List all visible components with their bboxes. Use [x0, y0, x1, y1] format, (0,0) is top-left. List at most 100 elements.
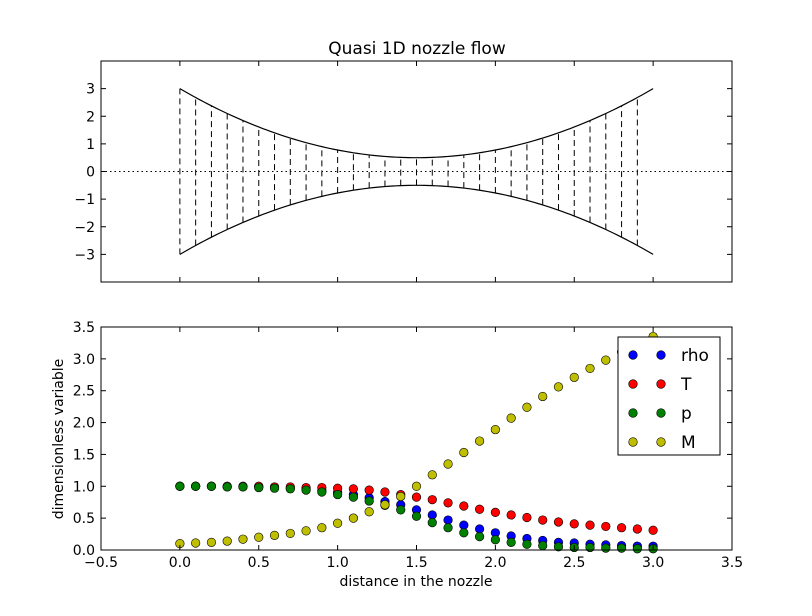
data-point-p [632, 544, 642, 554]
data-point-M [348, 513, 359, 523]
data-point-rho [443, 515, 453, 525]
legend-entry-rho: rho [628, 346, 709, 366]
data-point-p [269, 483, 280, 493]
flow-axes-ticks: 0.00.51.01.52.02.53.03.5−0.5 0.0 0.5 1.0 1.5… [73, 320, 743, 571]
data-point-M [333, 518, 343, 528]
nozzle-plot-area [101, 88, 732, 255]
data-point-p [538, 540, 548, 551]
data-point-T [553, 517, 564, 527]
data-point-M [206, 537, 217, 547]
data-point-p [601, 543, 611, 553]
x-tick-label: 1.0 [326, 555, 348, 571]
data-point-T [443, 498, 453, 508]
y-tick-label: −3 [74, 247, 95, 263]
data-point-M [475, 436, 485, 446]
data-point-p [222, 482, 232, 492]
y-tick-label: 1.0 [73, 479, 95, 495]
data-point-T [569, 519, 579, 529]
data-point-p [490, 535, 500, 545]
data-point-rho [459, 520, 469, 530]
x-tick-label: 0.5 [248, 555, 270, 571]
data-point-M [317, 523, 327, 533]
y-tick-label: 0.0 [73, 543, 95, 559]
y-tick-label: 2.0 [73, 416, 95, 432]
x-tick-label: 3.5 [721, 555, 743, 571]
x-tick-label: 3.0 [642, 555, 664, 571]
data-point-rho [427, 510, 437, 520]
data-point-M [427, 470, 437, 480]
x-axis-label: distance in the nozzle [339, 574, 492, 590]
data-point-M [396, 491, 406, 502]
data-point-M [269, 530, 280, 540]
y-tick-label: 2 [86, 109, 95, 125]
data-point-M [522, 402, 532, 412]
x-tick-label: 0.0 [169, 555, 191, 571]
data-point-p [506, 537, 516, 547]
y-tick-label: −2 [74, 220, 95, 236]
legend-entry-p: p [628, 404, 692, 424]
y-tick-label: 3 [86, 82, 95, 98]
data-point-T [506, 510, 516, 520]
data-point-p [175, 481, 185, 491]
data-point-M [443, 459, 453, 469]
data-point-p [191, 481, 201, 491]
legend-marker [656, 437, 666, 447]
data-point-p [285, 484, 295, 494]
data-point-M [490, 424, 500, 435]
data-point-p [616, 543, 627, 553]
data-point-M [301, 526, 311, 536]
x-tick-label: −0.5 [84, 555, 118, 571]
legend-marker [628, 408, 638, 418]
data-point-T [348, 484, 359, 494]
data-point-p [254, 482, 264, 493]
y-tick-label: −1 [74, 192, 95, 208]
data-point-T [459, 501, 469, 511]
legend-entry-T: T [628, 375, 692, 395]
data-point-p [522, 539, 532, 549]
y-tick-label: 2.5 [73, 384, 95, 400]
data-point-p [333, 489, 343, 500]
data-point-T [632, 524, 642, 534]
data-point-M [553, 382, 564, 392]
data-point-p [459, 528, 469, 538]
data-point-M [364, 507, 374, 517]
data-point-rho [475, 524, 485, 534]
data-point-p [317, 487, 327, 497]
data-point-p [475, 532, 485, 542]
legend-label: M [681, 433, 696, 453]
data-point-T [585, 520, 595, 530]
data-point-p [348, 492, 359, 502]
data-point-p [206, 481, 217, 491]
data-point-M [459, 447, 469, 458]
data-point-M [222, 536, 232, 546]
data-point-p [553, 542, 564, 552]
chart-title: Quasi 1D nozzle flow [328, 39, 506, 59]
nozzle-geometry-panel: Quasi 1D nozzle flow −3 −2 −1 0 1 2 3 [74, 39, 733, 283]
data-point-M [585, 363, 595, 374]
data-point-T [411, 492, 422, 502]
flow-variables-panel: 0.00.51.01.52.02.53.03.5−0.5 0.0 0.5 1.0 1.5… [51, 320, 743, 590]
nozzle-lower-wall [179, 88, 654, 159]
data-point-T [601, 521, 611, 532]
y-tick-label: 0 [86, 165, 95, 181]
nozzle-y-axis: −3 −2 −1 0 1 2 3 [74, 61, 733, 282]
data-point-p [396, 505, 406, 515]
nozzle-upper-wall [179, 184, 654, 255]
data-point-T [380, 487, 390, 497]
data-point-M [285, 528, 295, 539]
data-point-p [427, 518, 437, 528]
x-tick-label: 1.5 [405, 555, 427, 571]
data-point-T [364, 485, 374, 495]
data-point-M [254, 532, 264, 542]
y-tick-label: 1.5 [73, 447, 95, 463]
data-point-M [601, 355, 611, 365]
data-point-T [538, 515, 548, 525]
data-point-M [506, 413, 516, 423]
data-point-p [364, 496, 374, 506]
legend-marker [656, 408, 666, 418]
y-tick-label: 1 [86, 137, 95, 153]
data-point-T [522, 512, 532, 523]
legend-marker [628, 437, 638, 447]
data-point-p [411, 511, 422, 521]
